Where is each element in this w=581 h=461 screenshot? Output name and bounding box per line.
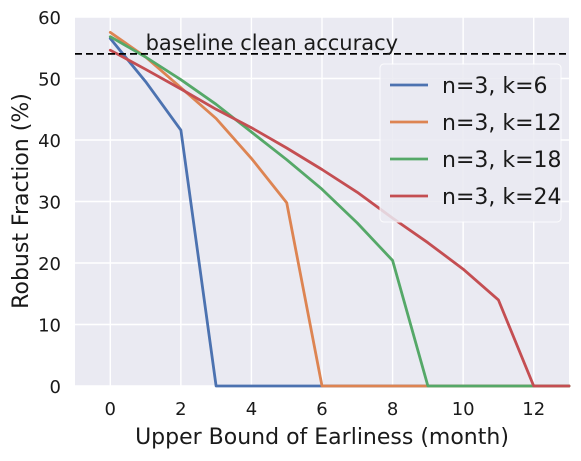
y-tick-label: 0: [50, 377, 61, 398]
reference-line-group: baseline clean accuracy: [75, 31, 569, 55]
series-line: [108, 48, 571, 388]
x-tick-label: 12: [522, 399, 545, 420]
legend-label: n=3, k=6: [442, 74, 548, 99]
x-tick-label: 8: [387, 399, 398, 420]
legend-box: [379, 63, 562, 223]
y-tick-label: 50: [38, 70, 61, 91]
y-axis-label: Robust Fraction (%): [9, 93, 34, 309]
y-tick-label: 60: [38, 8, 61, 29]
x-tick-label: 0: [105, 399, 116, 420]
series-lines: [108, 31, 571, 388]
legend-label: n=3, k=18: [442, 148, 562, 173]
legend: n=3, k=6 n=3, k=12 n=3, k=18 n=3, k=24: [379, 63, 562, 223]
x-axis-label: Upper Bound of Earliness (month): [135, 425, 509, 450]
reference-line-label: baseline clean accuracy: [146, 31, 399, 55]
series-line: [108, 35, 571, 388]
x-axis-ticks: 0 2 4 6 8 10 12: [105, 399, 546, 420]
x-tick-label: 6: [316, 399, 327, 420]
y-axis-ticks: 0 10 20 30 40 50 60: [38, 8, 61, 398]
x-tick-label: 4: [246, 399, 257, 420]
legend-label: n=3, k=24: [442, 185, 562, 210]
y-tick-label: 20: [38, 254, 61, 275]
legend-label: n=3, k=12: [442, 111, 562, 136]
y-tick-label: 10: [38, 316, 61, 337]
y-tick-label: 30: [38, 193, 61, 214]
x-tick-label: 2: [175, 399, 186, 420]
y-tick-label: 40: [38, 131, 61, 152]
x-tick-label: 10: [452, 399, 475, 420]
